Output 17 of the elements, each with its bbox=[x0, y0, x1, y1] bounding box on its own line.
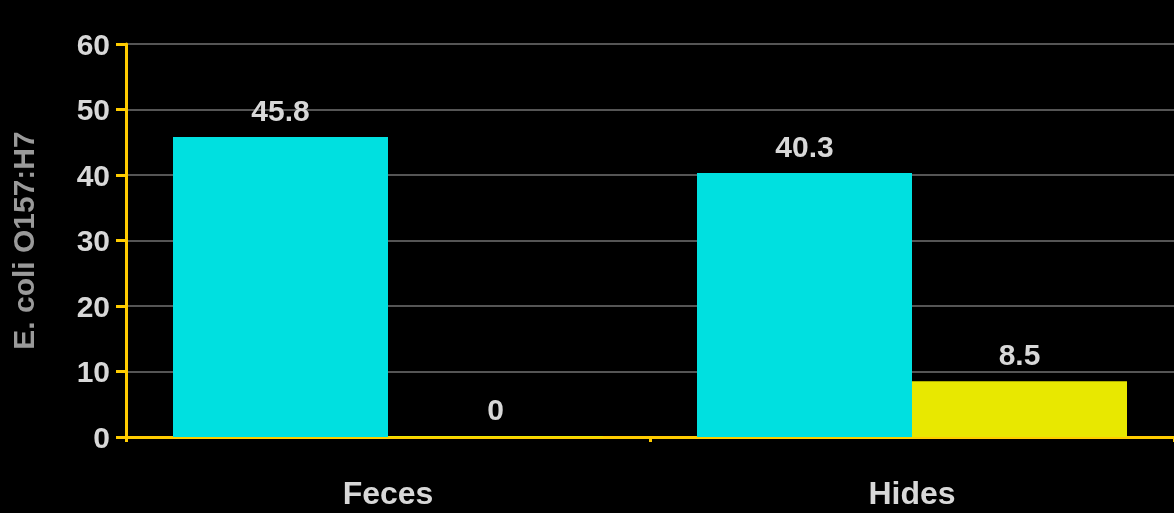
data-label: 40.3 bbox=[775, 129, 834, 163]
bar bbox=[697, 173, 912, 437]
y-axis-title: E. coli O157:H7 bbox=[6, 131, 40, 350]
data-label: 8.5 bbox=[998, 337, 1041, 371]
bar bbox=[173, 137, 388, 437]
data-label: 45.8 bbox=[251, 93, 310, 127]
y-tick-label: 40 bbox=[76, 158, 110, 192]
y-tick-label: 20 bbox=[76, 289, 110, 323]
y-tick-label: 50 bbox=[76, 93, 110, 126]
x-tick-label: Feces bbox=[342, 475, 434, 511]
y-tick-label: 10 bbox=[76, 355, 110, 388]
y-tick-label: 30 bbox=[76, 224, 110, 257]
x-tick-label: Hides bbox=[868, 475, 956, 511]
data-label: 0 bbox=[487, 392, 504, 426]
y-tick-label: 60 bbox=[76, 27, 110, 61]
bar bbox=[912, 381, 1127, 437]
y-tick-label: 0 bbox=[93, 420, 110, 454]
